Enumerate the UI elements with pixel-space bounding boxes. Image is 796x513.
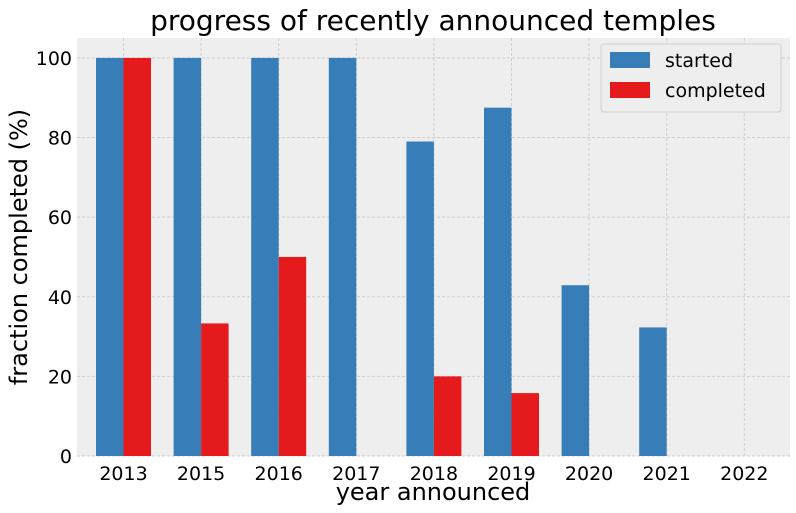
x-tick-label: 2022 (720, 463, 768, 485)
bar-started-2015 (173, 57, 202, 457)
y-axis-ticks: 0 20 40 60 80 100 (36, 48, 72, 468)
chart-title: progress of recently announced temples (150, 4, 716, 37)
legend: started completed (600, 43, 782, 113)
x-tick-label: 2015 (177, 463, 225, 485)
x-tick-label: 2019 (487, 463, 535, 485)
bar-started-2019 (484, 107, 512, 457)
legend-label-completed: completed (665, 80, 766, 102)
legend-swatch-started (610, 52, 650, 68)
x-tick-label: 2021 (643, 463, 691, 485)
y-tick-label: 80 (48, 128, 72, 150)
bar-completed-2013 (123, 57, 151, 457)
x-tick-label: 2013 (99, 463, 147, 485)
legend-label-started: started (665, 50, 733, 72)
bar-started-2021 (639, 327, 667, 456)
x-tick-label: 2017 (332, 463, 380, 485)
x-tick-label: 2020 (565, 463, 613, 485)
y-tick-label: 40 (48, 287, 72, 309)
bar-completed-2016 (278, 256, 307, 456)
bar-completed-2018 (433, 376, 462, 456)
y-tick-label: 100 (36, 48, 72, 70)
x-axis-label: year announced (336, 478, 531, 506)
y-tick-label: 60 (48, 207, 72, 229)
bar-started-2017 (328, 57, 357, 457)
bar-started-2020 (561, 285, 590, 456)
y-tick-label: 0 (60, 446, 72, 468)
x-tick-label: 2016 (255, 463, 303, 485)
bar-completed-2019 (511, 393, 539, 456)
bar-started-2016 (251, 57, 279, 457)
bar-started-2013 (96, 57, 124, 457)
bars-group (96, 57, 667, 457)
x-axis-ticks: 2013 2015 2016 2017 2018 2019 2020 2021 2022 (99, 463, 768, 485)
y-axis-label: fraction completed (%) (5, 109, 33, 385)
y-tick-label: 20 (48, 366, 72, 388)
bar-completed-2015 (201, 323, 229, 456)
x-tick-label: 2018 (410, 463, 458, 485)
legend-swatch-completed (610, 82, 650, 98)
bar-started-2018 (406, 141, 434, 456)
